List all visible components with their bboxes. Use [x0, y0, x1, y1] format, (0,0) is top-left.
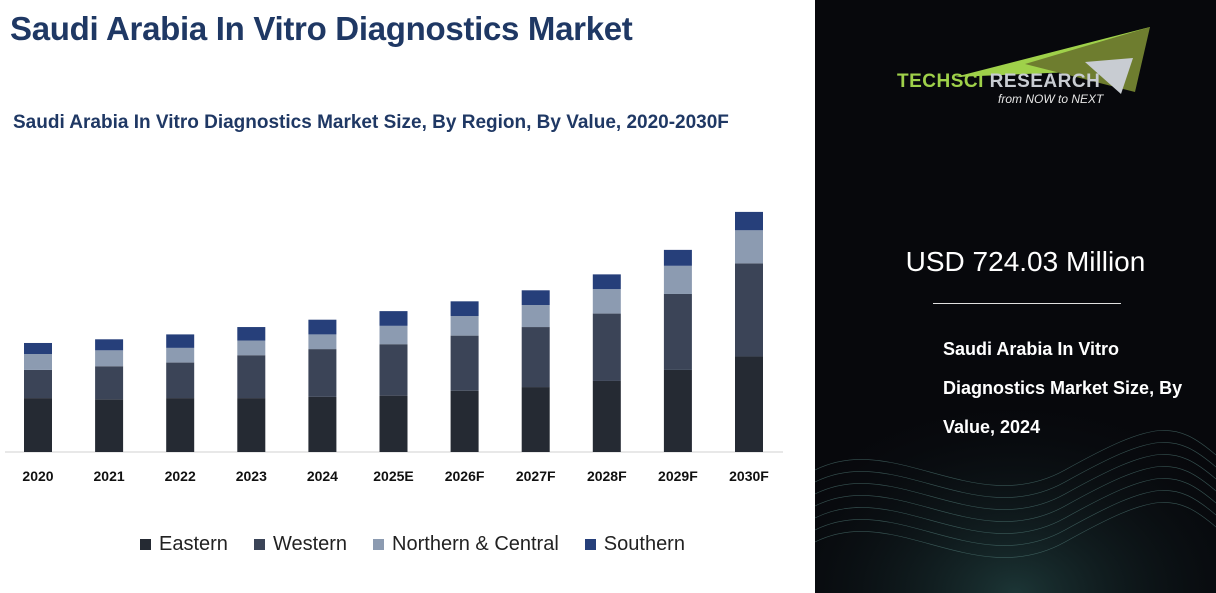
bar-segment-eastern-2027f	[521, 387, 550, 452]
bar-segment-western-2026f	[450, 335, 479, 391]
bar-segment-eastern-2020	[24, 398, 52, 452]
bar-segment-eastern-2024	[308, 396, 337, 452]
bar-segment-northern-central-2027f	[521, 305, 550, 328]
info-panel: TECHSCI RESEARCH from NOW to NEXT USD 72…	[815, 0, 1216, 593]
bar-segment-eastern-2025e	[379, 395, 408, 452]
x-tick-label: 2026F	[445, 468, 485, 484]
brand-name-part1: TECHSCI	[897, 71, 984, 92]
bar-segment-northern-central-2023	[237, 340, 266, 356]
bar-segment-southern-2030f	[735, 211, 763, 231]
legend-label-southern: Southern	[603, 533, 685, 555]
wave-background	[815, 300, 1216, 593]
x-tick-label: 2027F	[516, 468, 556, 484]
legend-swatch-eastern	[140, 539, 151, 550]
bar-segment-southern-2025e	[379, 311, 408, 326]
bar-segment-western-2025e	[379, 344, 408, 396]
x-tick-label: 2030F	[729, 468, 769, 484]
bar-segment-eastern-2028f	[592, 380, 621, 452]
legend-item-southern: Southern	[584, 533, 685, 556]
bar-segment-eastern-2026f	[450, 390, 479, 452]
chart-legend: Eastern Western Northern & Central South…	[140, 533, 685, 556]
bar-segment-eastern-2030f	[735, 356, 763, 452]
brand-name-part2: RESEARCH	[983, 71, 1101, 92]
legend-swatch-northern-central	[373, 539, 385, 550]
bar-segment-western-2028f	[592, 313, 621, 381]
legend-swatch-southern	[584, 539, 596, 550]
bar-segment-northern-central-2024	[308, 334, 337, 350]
bar-segment-northern-central-2029f	[663, 265, 692, 294]
legend-label-western: Western	[272, 533, 348, 555]
legend-swatch-western	[253, 539, 265, 550]
bar-segment-western-2022	[166, 362, 195, 399]
bar-segment-northern-central-2028f	[592, 289, 621, 314]
bar-segment-western-2020	[24, 369, 52, 399]
bar-segment-southern-2021	[95, 339, 124, 351]
x-tick-label: 2023	[236, 468, 267, 484]
legend-item-northern-central: Northern & Central	[373, 533, 559, 556]
bar-segment-western-2024	[308, 349, 337, 397]
brand-name: TECHSCI RESEARCH	[897, 71, 1100, 93]
bar-segment-southern-2029f	[663, 249, 692, 266]
bar-segment-southern-2024	[308, 319, 337, 335]
techsci-logo-swoosh	[955, 27, 1150, 94]
bar-segment-northern-central-2026f	[450, 316, 479, 336]
bar-segment-eastern-2021	[95, 399, 124, 452]
brand-tagline: from NOW to NEXT	[998, 92, 1104, 106]
bar-segment-southern-2023	[237, 327, 266, 341]
bar-segment-western-2029f	[663, 293, 692, 370]
bar-segment-northern-central-2021	[95, 350, 124, 367]
bar-segment-northern-central-2020	[24, 354, 52, 370]
x-tick-label: 2025E	[373, 468, 413, 484]
bar-segment-northern-central-2030f	[735, 230, 763, 264]
bar-segment-eastern-2029f	[663, 369, 692, 452]
bar-segment-southern-2020	[24, 342, 52, 354]
x-tick-label: 2020	[22, 468, 53, 484]
chart-panel: Saudi Arabia In Vitro Diagnostics Market…	[5, 10, 783, 556]
divider	[933, 303, 1121, 304]
bar-segment-southern-2026f	[450, 301, 479, 317]
x-tick-label: 2024	[307, 468, 338, 484]
market-caption: Saudi Arabia In Vitro Diagnostics Market…	[943, 339, 1183, 437]
legend-item-western: Western	[253, 533, 348, 556]
bar-segment-eastern-2023	[237, 398, 266, 452]
bar-segment-western-2030f	[735, 263, 763, 357]
bar-segment-southern-2028f	[592, 274, 621, 290]
bar-segment-southern-2027f	[521, 290, 550, 305]
market-value: USD 724.03 Million	[905, 246, 1146, 277]
bar-segment-western-2027f	[521, 327, 550, 388]
stacked-bar-chart: 2020 2021 2022 2023 2024 2025E 2026F 2027F 2028F…	[5, 211, 783, 484]
page-title: Saudi Arabia In Vitro Diagnostics Market	[10, 10, 633, 47]
legend-item-eastern: Eastern	[140, 533, 228, 556]
bar-segment-northern-central-2025e	[379, 325, 408, 345]
bar-segment-western-2021	[95, 366, 124, 400]
chart-subtitle: Saudi Arabia In Vitro Diagnostics Market…	[13, 112, 729, 133]
bar-segment-western-2023	[237, 355, 266, 399]
x-tick-label: 2022	[165, 468, 196, 484]
x-tick-label: 2021	[94, 468, 125, 484]
legend-label-eastern: Eastern	[159, 533, 228, 555]
x-tick-label: 2029F	[658, 468, 698, 484]
bar-segment-southern-2022	[166, 334, 195, 348]
bar-segment-northern-central-2022	[166, 347, 195, 363]
x-tick-label: 2028F	[587, 468, 627, 484]
legend-label-northern-central: Northern & Central	[392, 533, 559, 555]
bar-segment-eastern-2022	[166, 398, 195, 452]
